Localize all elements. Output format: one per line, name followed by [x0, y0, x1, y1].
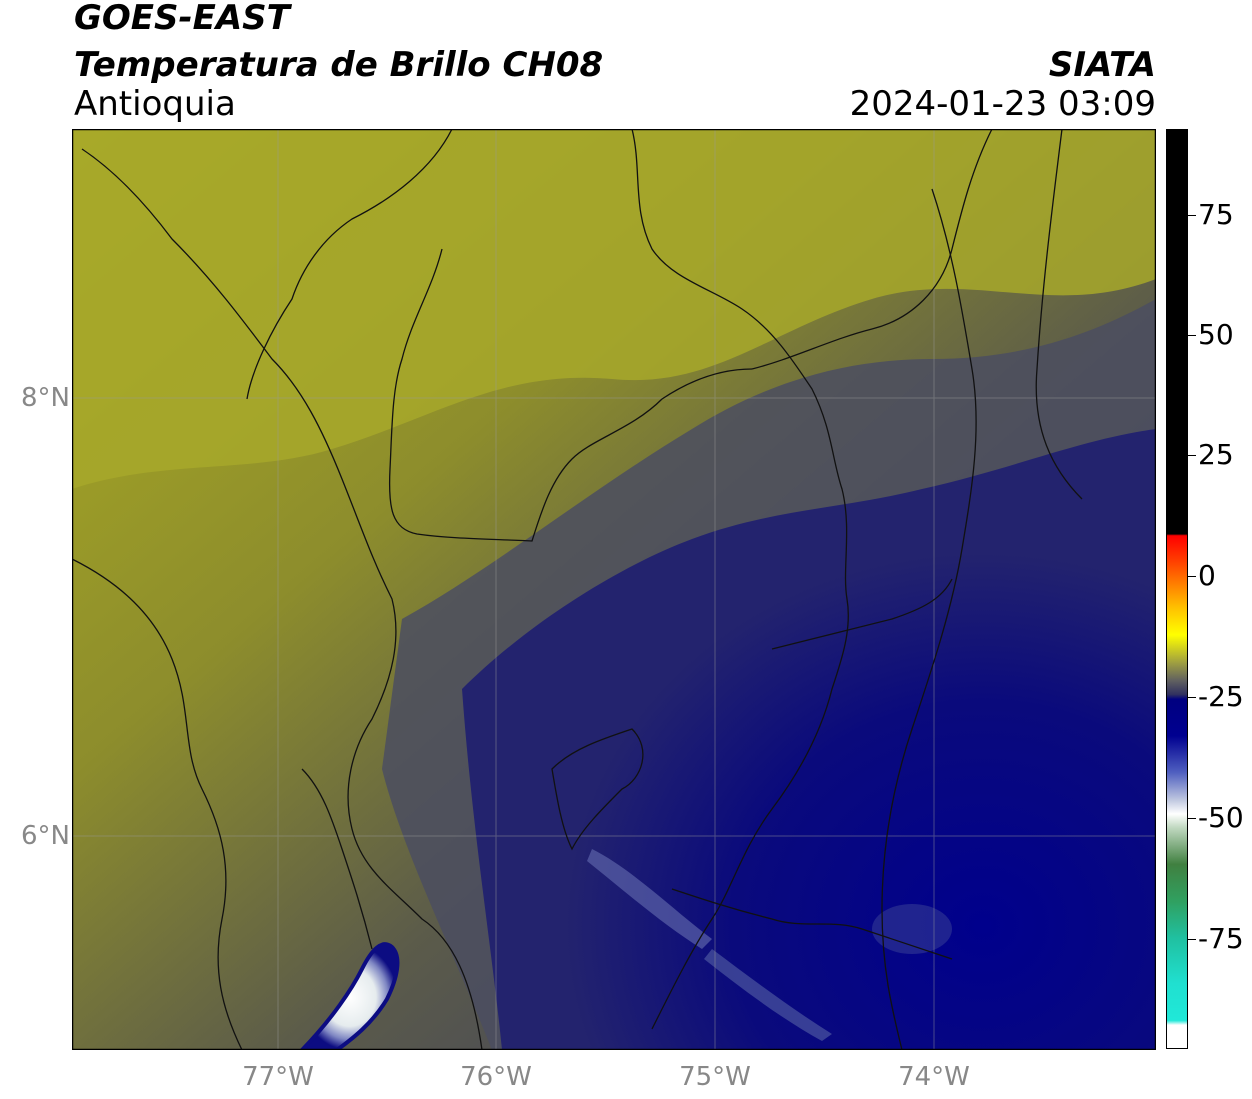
colorbar-tick	[1188, 455, 1196, 456]
cold-streak	[587, 849, 712, 949]
lon-label-76w: 76°W	[460, 1062, 532, 1092]
department-border-west	[81, 148, 483, 1050]
colorbar-tick	[1188, 215, 1196, 216]
colorbar-label-75: 75	[1198, 198, 1234, 231]
organization-title: SIATA	[1048, 45, 1156, 85]
pacific-coastline	[72, 558, 243, 1050]
municipality-outline	[551, 728, 644, 851]
lon-label-77w: 77°W	[242, 1062, 314, 1092]
colorbar-label-minus50: -50	[1198, 801, 1244, 834]
boundary-east	[1035, 129, 1083, 500]
brightness-temperature-map	[72, 129, 1156, 1050]
magdalena-border	[881, 188, 977, 1050]
region-border-north	[388, 248, 753, 542]
colorbar-tick	[1188, 335, 1196, 336]
colorbar-label-25: 25	[1198, 438, 1234, 471]
colorbar-tick	[1188, 697, 1196, 698]
warm-cloud-free-zone	[72, 129, 1156, 489]
department-border-northeast	[751, 129, 993, 370]
colorbar-tick	[1188, 818, 1196, 819]
lon-label-74w: 74°W	[898, 1062, 970, 1092]
department-border-east	[631, 129, 849, 1030]
lon-label-75w: 75°W	[679, 1062, 751, 1092]
colorbar-tick	[1188, 576, 1196, 577]
coastline-uraba	[246, 129, 453, 400]
colorbar-label-0: 0	[1198, 559, 1216, 592]
river-border	[301, 768, 373, 950]
product-title: Temperatura de Brillo CH08	[74, 45, 604, 85]
colorbar-label-50: 50	[1198, 318, 1234, 351]
datetime-title: 2024-01-23 03:09	[849, 84, 1156, 124]
lat-label-8n: 8°N	[21, 383, 70, 413]
cold-streak	[704, 949, 832, 1041]
region-title: Antioquia	[74, 84, 236, 124]
map-frame	[72, 129, 1156, 1050]
colorbar-tick	[1188, 939, 1196, 940]
coldest-cloud-top	[299, 942, 400, 1050]
boundaries	[72, 129, 1083, 1050]
satellite-title: GOES-EAST	[74, 0, 290, 38]
colorbar-gradient	[1167, 130, 1187, 1048]
cold-patch	[872, 904, 952, 954]
municipality-border-south	[671, 888, 953, 960]
lat-label-6n: 6°N	[21, 821, 70, 851]
municipality-border-mid	[771, 578, 953, 650]
temperature-colorbar	[1166, 129, 1188, 1049]
map-svg	[72, 129, 1156, 1050]
colorbar-label-minus25: -25	[1198, 680, 1244, 713]
colorbar-label-minus75: -75	[1198, 922, 1244, 955]
